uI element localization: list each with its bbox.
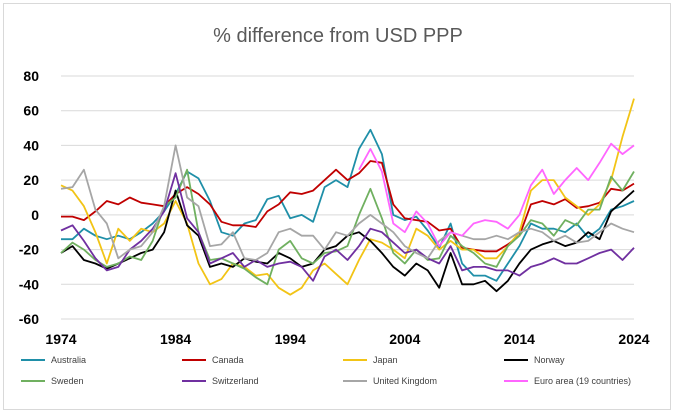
x-tick-label: 2004 [389, 331, 420, 347]
series-line-euro-area-19-countries [358, 142, 635, 247]
legend-label: Canada [212, 355, 244, 365]
series-line-united-kingdom [60, 144, 635, 261]
legend-item: Australia [21, 355, 86, 365]
y-tick-label: -20 [19, 242, 39, 258]
x-tick-label: 1984 [160, 331, 191, 347]
legend-item: Japan [343, 355, 398, 365]
y-tick-label: -60 [19, 311, 39, 327]
legend-item: Canada [182, 355, 244, 365]
series-line-norway [60, 189, 635, 293]
y-tick-label: 80 [23, 68, 39, 84]
y-axis-ticks: 80 60 40 20 0 -20 -40 -60 [19, 68, 39, 327]
grid-layer [61, 75, 634, 320]
series-line-australia [61, 128, 635, 282]
y-tick-label: 40 [23, 137, 39, 153]
x-tick-label: 2014 [504, 331, 535, 347]
chart-title: % difference from USD PPP [213, 25, 463, 47]
legend-label: Australia [51, 355, 86, 365]
legend-label: Sweden [51, 376, 84, 386]
legend: Australia Canada Japan Norway Sweden Switzerl… [21, 355, 631, 386]
chart-frame: % difference from USD PPP 80 60 40 20 0 -20 -4… [3, 3, 671, 410]
legend-label: Euro area (19 countries) [534, 376, 631, 386]
x-tick-label: 2024 [618, 331, 649, 347]
line-chart: % difference from USD PPP 80 60 40 20 0 -20 -4… [19, 25, 650, 386]
y-tick-label: 0 [31, 207, 39, 223]
legend-label: Japan [373, 355, 398, 365]
series-line-sweden [60, 168, 635, 286]
y-tick-label: -40 [19, 276, 39, 292]
legend-item: Euro area (19 countries) [504, 376, 631, 386]
legend-label: United Kingdom [373, 376, 437, 386]
legend-label: Switzerland [212, 376, 259, 386]
legend-item: Switzerland [182, 376, 259, 386]
y-tick-label: 60 [23, 103, 39, 119]
series-layer [60, 98, 635, 296]
series-line-japan [60, 98, 635, 296]
y-tick-label: 20 [23, 172, 39, 188]
legend-item: United Kingdom [343, 376, 437, 386]
legend-item: Norway [504, 355, 565, 365]
x-tick-label: 1994 [275, 331, 306, 347]
legend-item: Sweden [21, 376, 84, 386]
legend-label: Norway [534, 355, 565, 365]
series-line-canada [61, 160, 635, 253]
x-axis-ticks: 1974 1984 1994 2004 2014 2024 [45, 331, 649, 347]
x-tick-label: 1974 [45, 331, 76, 347]
